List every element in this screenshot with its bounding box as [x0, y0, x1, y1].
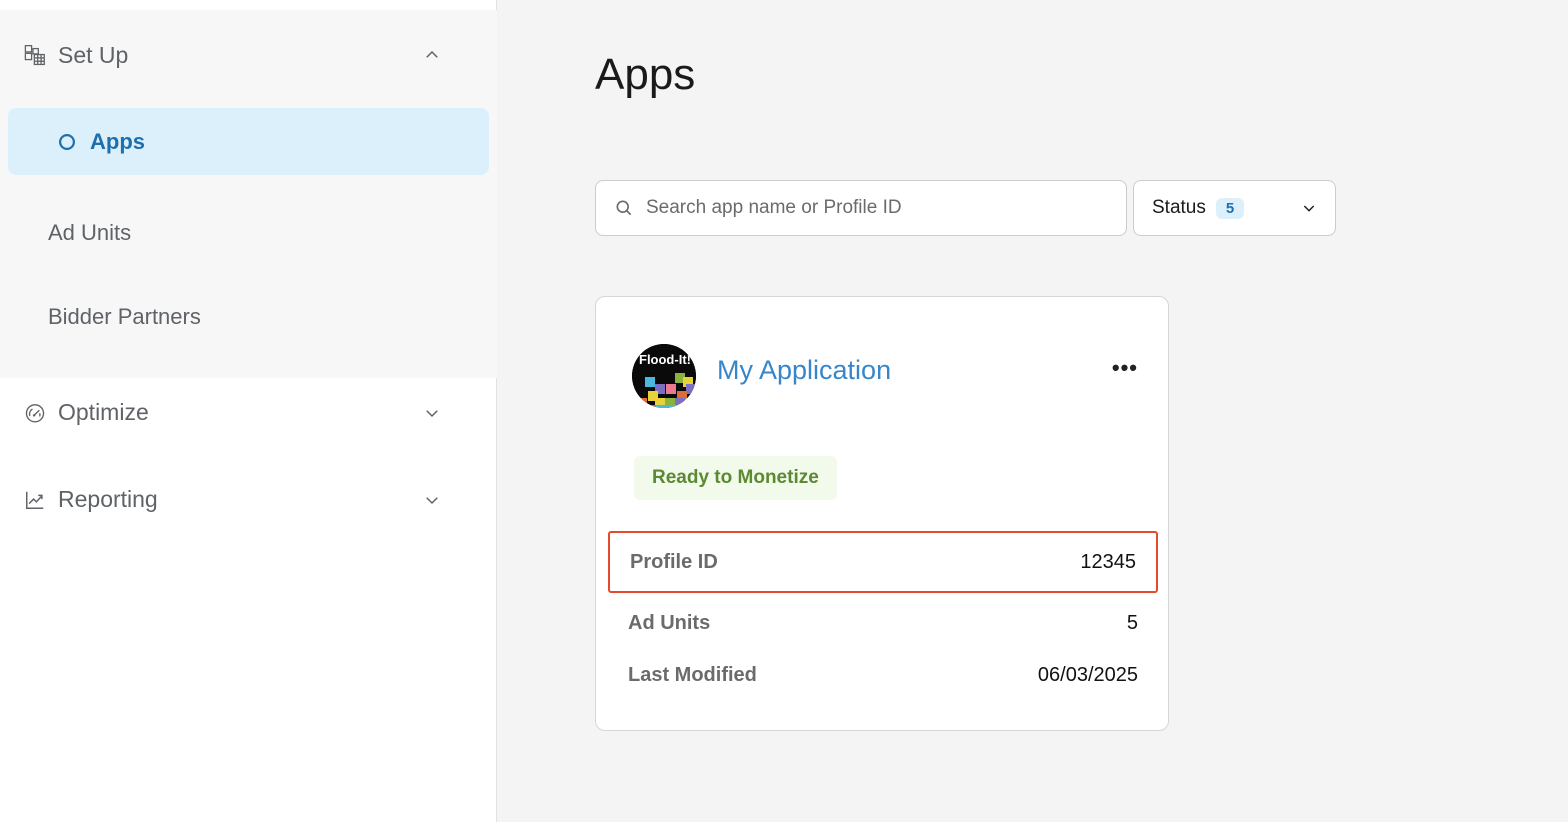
svg-text:Flood-It!: Flood-It! [639, 352, 691, 367]
